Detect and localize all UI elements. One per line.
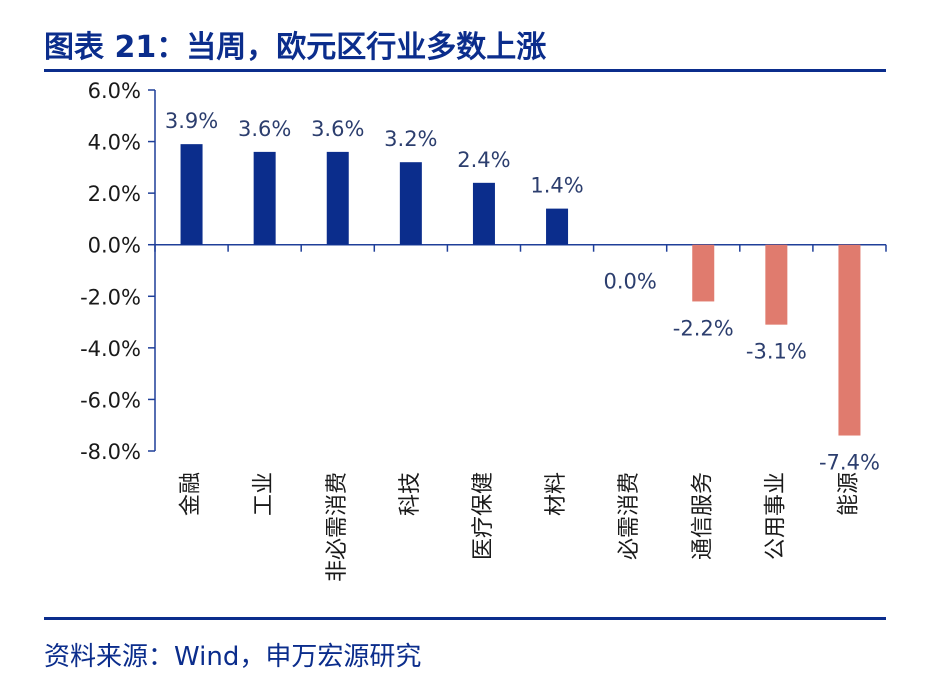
data-label: 0.0%: [603, 270, 656, 294]
category-label: 科技: [398, 472, 423, 516]
category-label: 工业: [252, 472, 277, 516]
y-tick-label: -4.0%: [80, 337, 141, 361]
category-label: 公用事业: [763, 472, 788, 560]
chart-labels: 3.9% 金融 3.6% 工业 3.6% 非必需消费 3.2% 科技 2.4% 医疗保健 1.4% 材…: [165, 109, 880, 582]
source-note: 资料来源：Wind，申万宏源研究: [44, 642, 422, 672]
y-tick-label: -2.0%: [80, 285, 141, 309]
category-label: 必需消费: [617, 472, 642, 560]
bar: [399, 162, 422, 245]
bar: [838, 244, 861, 436]
bar: [180, 144, 203, 245]
bar: [253, 151, 276, 245]
data-label: 3.6%: [238, 117, 291, 141]
category-label: 非必需消费: [325, 472, 350, 582]
bar: [326, 151, 349, 245]
data-label: 3.9%: [165, 109, 218, 133]
source-divider: [44, 617, 886, 620]
bar: [692, 244, 715, 302]
data-label: 3.2%: [384, 127, 437, 151]
chart-title: 图表 21：当周，欧元区行业多数上涨: [44, 30, 547, 65]
category-label: 通信服务: [690, 472, 715, 560]
data-label: -3.1%: [746, 340, 807, 364]
category-label: 能源: [836, 472, 861, 516]
category-label: 材料: [544, 472, 569, 516]
bar: [546, 208, 569, 245]
bar: [765, 244, 788, 325]
y-tick-label: -8.0%: [80, 440, 141, 464]
title-divider: [44, 69, 886, 72]
chart-axes: 6.0% 4.0% 2.0% 0.0% -2.0% -4.0% -6.0% -8.0%: [80, 79, 887, 464]
data-label: -7.4%: [819, 451, 880, 475]
y-tick-label: -6.0%: [80, 388, 141, 412]
chart-bars: [180, 144, 861, 436]
bar: [472, 182, 495, 245]
y-tick-label: 0.0%: [88, 234, 141, 258]
category-label: 医疗保健: [471, 472, 496, 560]
data-label: 3.6%: [311, 117, 364, 141]
data-label: 1.4%: [530, 174, 583, 198]
category-label: 金融: [179, 472, 204, 516]
data-label: 2.4%: [457, 148, 510, 172]
y-tick-label: 6.0%: [88, 79, 141, 103]
y-tick-label: 4.0%: [88, 131, 141, 155]
y-tick-label: 2.0%: [88, 182, 141, 206]
data-label: -2.2%: [673, 316, 734, 340]
